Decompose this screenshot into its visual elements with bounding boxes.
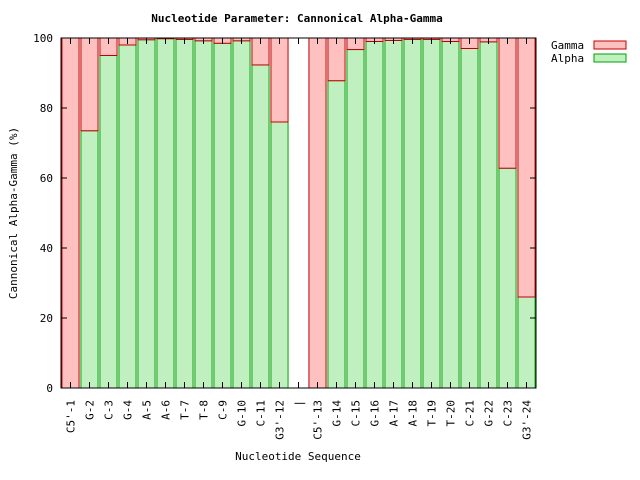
bar-alpha-7 [194,40,213,389]
y-tick-label-5: 100 [33,32,53,45]
bar-alpha-4 [137,39,156,389]
x-axis-ticks: C5'-1 G-2 C-3 G-4 A-5 A-6 T-7 T-8 C-9 G-10 C-11 G3'… [65,38,534,440]
bar-alpha-15 [346,49,365,389]
x-tick-label-14: G-14 [331,400,344,427]
legend-swatch-gamma [593,40,627,50]
x-tick-label-17: A-17 [388,400,401,427]
bar-alpha-1 [80,130,99,389]
y-tick-label-4: 80 [40,102,53,115]
bar-gamma-0 [61,37,80,389]
legend-label-alpha: Alpha [551,52,584,65]
bar-alpha-17 [384,39,403,389]
x-tick-label-4: A-5 [141,400,154,420]
x-tick-label-7: T-8 [198,400,211,420]
x-tick-label-20: T-20 [445,400,458,427]
y-tick-label-2: 40 [40,242,53,255]
x-tick-label-23: C-23 [502,400,515,427]
x-tick-label-18: A-18 [407,400,420,427]
y-axis-title: Cannonical Alpha-Gamma (%) [7,127,20,299]
bar-alpha-5 [156,38,175,389]
bars-layer [61,37,536,389]
bar-alpha-20 [441,41,460,389]
bar-gamma-1 [80,37,99,132]
y-axis-ticks: 0 20 40 60 80 100 [33,32,536,395]
bar-alpha-10 [251,64,270,389]
x-tick-label-1: G-2 [84,400,97,420]
legend-label-gamma: Gamma [551,39,584,52]
chart-title: Nucleotide Parameter: Cannonical Alpha-G… [151,12,442,25]
y-tick-label-3: 60 [40,172,53,185]
x-tick-label-0: C5'-1 [65,400,78,433]
bar-alpha-8 [213,42,232,389]
x-tick-label-11: G3'-12 [274,400,287,440]
bar-alpha-11 [270,121,289,389]
bar-alpha-22 [479,41,498,389]
bar-gamma-23 [498,37,517,169]
x-tick-label-21: C-21 [464,400,477,427]
x-tick-label-3: G-4 [122,400,135,420]
x-tick-label-10: C-11 [255,400,268,427]
bar-alpha-3 [118,44,137,389]
x-tick-label-8: C-9 [217,400,230,420]
bar-alpha-14 [327,80,346,389]
x-tick-label-5: A-6 [160,400,173,420]
x-axis-title: Nucleotide Sequence [235,450,361,463]
x-tick-label-15: C-15 [350,400,363,427]
x-tick-label-2: C-3 [103,400,116,420]
y-tick-label-1: 20 [40,312,53,325]
bar-alpha-16 [365,41,384,389]
bar-gamma-11 [270,37,289,123]
y-tick-label-0: 0 [46,382,53,395]
bar-alpha-9 [232,40,251,389]
bar-alpha-18 [403,38,422,389]
x-tick-label-24: G3'-24 [521,400,534,440]
x-tick-label-6: T-7 [179,400,192,420]
bar-alpha-19 [422,38,441,389]
x-tick-label-22: G-22 [483,400,496,427]
x-tick-label-12: | [293,400,306,407]
legend-swatch-alpha [593,53,627,63]
bar-alpha-24 [517,296,536,389]
bar-alpha-6 [175,38,194,389]
bar-gamma-24 [517,37,536,298]
x-tick-label-13: C5'-13 [312,400,325,440]
bar-alpha-21 [460,48,479,389]
bar-alpha-2 [99,55,118,389]
x-tick-label-16: G-16 [369,400,382,427]
bar-gamma-14 [327,37,346,82]
bar-alpha-23 [498,167,517,389]
bar-gamma-13 [308,37,327,389]
x-tick-label-9: G-10 [236,400,249,427]
x-tick-label-19: T-19 [426,400,439,427]
